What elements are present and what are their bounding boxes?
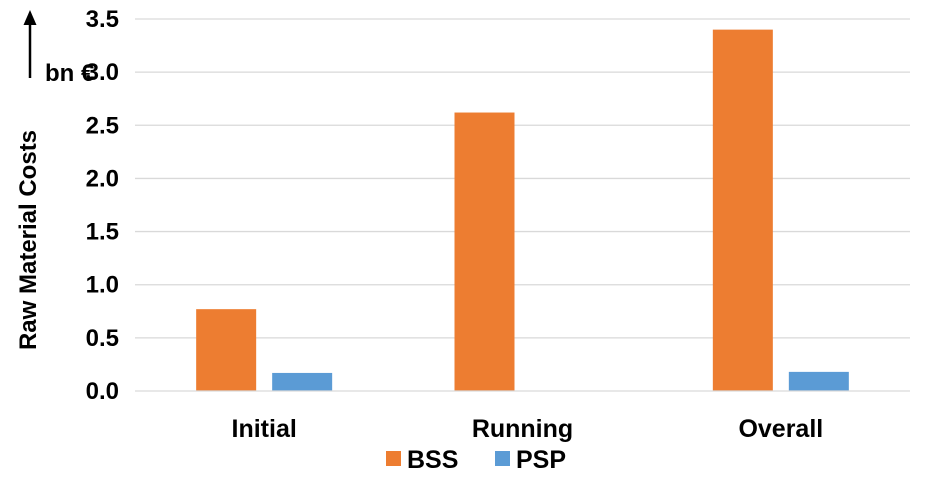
y-tick-label: 1.5 xyxy=(86,219,119,246)
y-tick-label: 0.0 xyxy=(86,378,119,405)
bars xyxy=(196,29,849,391)
y-axis-arrow-icon xyxy=(23,10,37,78)
y-axis-label: Raw Material Costs xyxy=(15,130,42,350)
legend: BSS PSP xyxy=(386,446,566,474)
y-tick-label: 2.5 xyxy=(86,112,119,139)
bar-psp-overall xyxy=(788,371,849,391)
legend-label-psp: PSP xyxy=(516,446,566,474)
x-category-label: Overall xyxy=(738,415,823,443)
bar-bss-initial xyxy=(196,309,257,391)
y-tick-label: 3.5 xyxy=(86,6,119,33)
bar-psp-initial xyxy=(272,372,333,391)
y-tick-label: 0.5 xyxy=(86,325,119,352)
y-tick-label: 2.0 xyxy=(86,165,119,192)
legend-swatch-bss xyxy=(386,451,401,466)
x-category-label: Running xyxy=(472,415,573,443)
y-axis-unit: bn € xyxy=(45,60,94,87)
x-category-label: Initial xyxy=(232,415,297,443)
y-axis-ticks: 0.0 0.5 1.0 1.5 2.0 2.5 3.0 3.5 xyxy=(86,6,119,405)
y-tick-label: 1.0 xyxy=(86,272,119,299)
legend-swatch-psp xyxy=(495,451,510,466)
bar-bss-running xyxy=(454,112,515,391)
legend-label-bss: BSS xyxy=(407,446,458,474)
x-axis-categories: Initial Running Overall xyxy=(232,415,824,443)
y-tick-label: 3.0 xyxy=(86,59,119,86)
bar-bss-overall xyxy=(712,29,773,391)
grid-lines xyxy=(135,18,910,339)
